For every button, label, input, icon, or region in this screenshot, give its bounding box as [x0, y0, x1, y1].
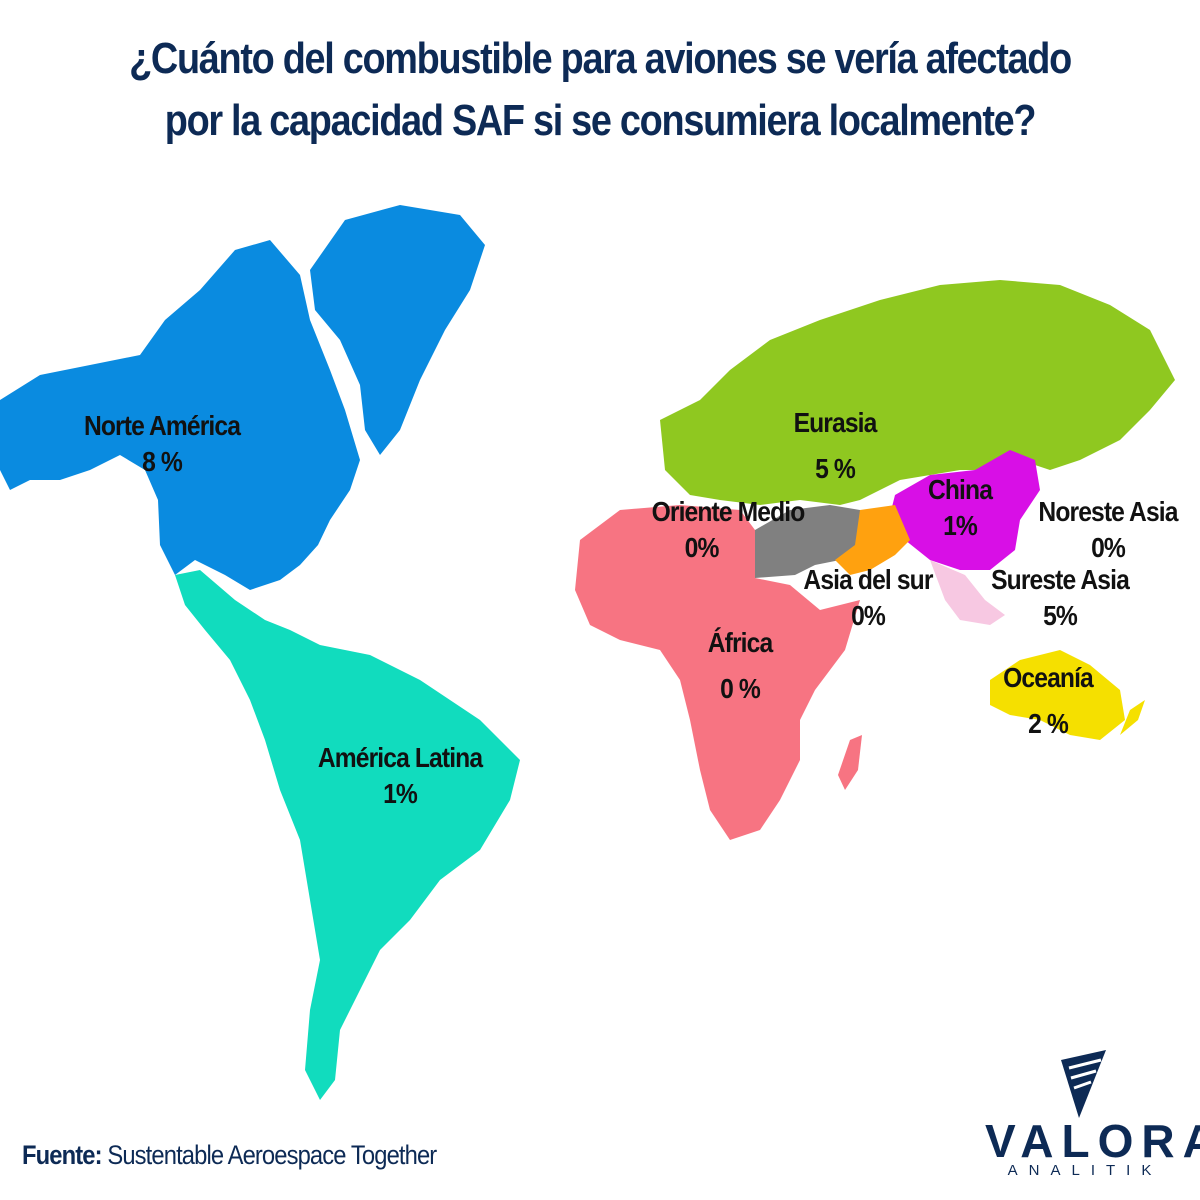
label-oriente-medio: Oriente Medio 0%: [651, 494, 806, 566]
region-china: [890, 450, 1040, 570]
label-sureste-asia: Sureste Asia 5%: [991, 562, 1130, 634]
region-africa: [575, 505, 860, 840]
label-oceania: Oceanía 2 %: [1003, 660, 1094, 742]
region-name: Oriente Medio: [651, 496, 806, 527]
region-name: Oceanía: [1003, 662, 1094, 693]
region-name: China: [927, 474, 993, 505]
region-sureste-asia: [930, 560, 1005, 625]
source-text: Sustentable Aeroespace Together: [107, 1140, 437, 1170]
region-value: 1%: [943, 510, 978, 541]
region-madagascar: [838, 735, 862, 790]
region-new-zealand: [1120, 700, 1145, 735]
region-value: 1%: [383, 778, 418, 809]
valora-analitik-logo: VALORA ANALITIK: [985, 1050, 1200, 1180]
region-value: 0%: [1091, 532, 1126, 563]
region-name: Noreste Asia: [1038, 496, 1178, 527]
region-oceania: [990, 650, 1125, 740]
region-value: 0%: [684, 532, 720, 563]
region-name: Eurasia: [793, 407, 878, 438]
region-america-latina: [175, 570, 520, 1100]
region-greenland: [310, 205, 485, 455]
label-africa: África 0 %: [708, 625, 773, 707]
logo-wordmark: VALORA: [985, 1115, 1200, 1167]
region-value: 8 %: [142, 446, 183, 477]
label-america-latina: América Latina 1%: [317, 740, 483, 812]
label-asia-del-sur: Asia del sur 0%: [803, 562, 933, 634]
region-value: 0 %: [720, 673, 761, 704]
label-china: China 1%: [927, 472, 993, 544]
region-norte-america: [0, 240, 360, 590]
title-line-1: ¿Cuánto del combustible para aviones se …: [129, 34, 1072, 83]
label-eurasia: Eurasia 5 %: [793, 405, 878, 487]
logo-subtitle: ANALITIK: [1007, 1162, 1163, 1179]
page-title: ¿Cuánto del combustible para aviones se …: [84, 28, 1116, 152]
region-value: 0%: [851, 600, 886, 631]
region-value: 5%: [1043, 600, 1078, 631]
region-asia-del-sur: [835, 505, 910, 575]
region-name: Norte América: [83, 410, 241, 441]
label-norte-america: Norte América 8 %: [83, 408, 241, 480]
region-value: 2 %: [1028, 708, 1069, 739]
region-eurasia: [660, 280, 1175, 505]
region-value: 5 %: [815, 453, 856, 484]
region-name: América Latina: [317, 742, 483, 773]
region-name: Asia del sur: [803, 564, 933, 595]
region-name: África: [707, 627, 773, 658]
label-noreste-asia: Noreste Asia 0%: [1038, 494, 1178, 566]
source-label: Fuente:: [22, 1140, 103, 1170]
source-note: Fuente: Sustentable Aeroespace Together: [22, 1140, 437, 1171]
wing-logo-icon: [1061, 1050, 1106, 1118]
region-name: Sureste Asia: [991, 564, 1130, 595]
title-line-2: por la capacidad SAF si se consumiera lo…: [164, 96, 1037, 145]
